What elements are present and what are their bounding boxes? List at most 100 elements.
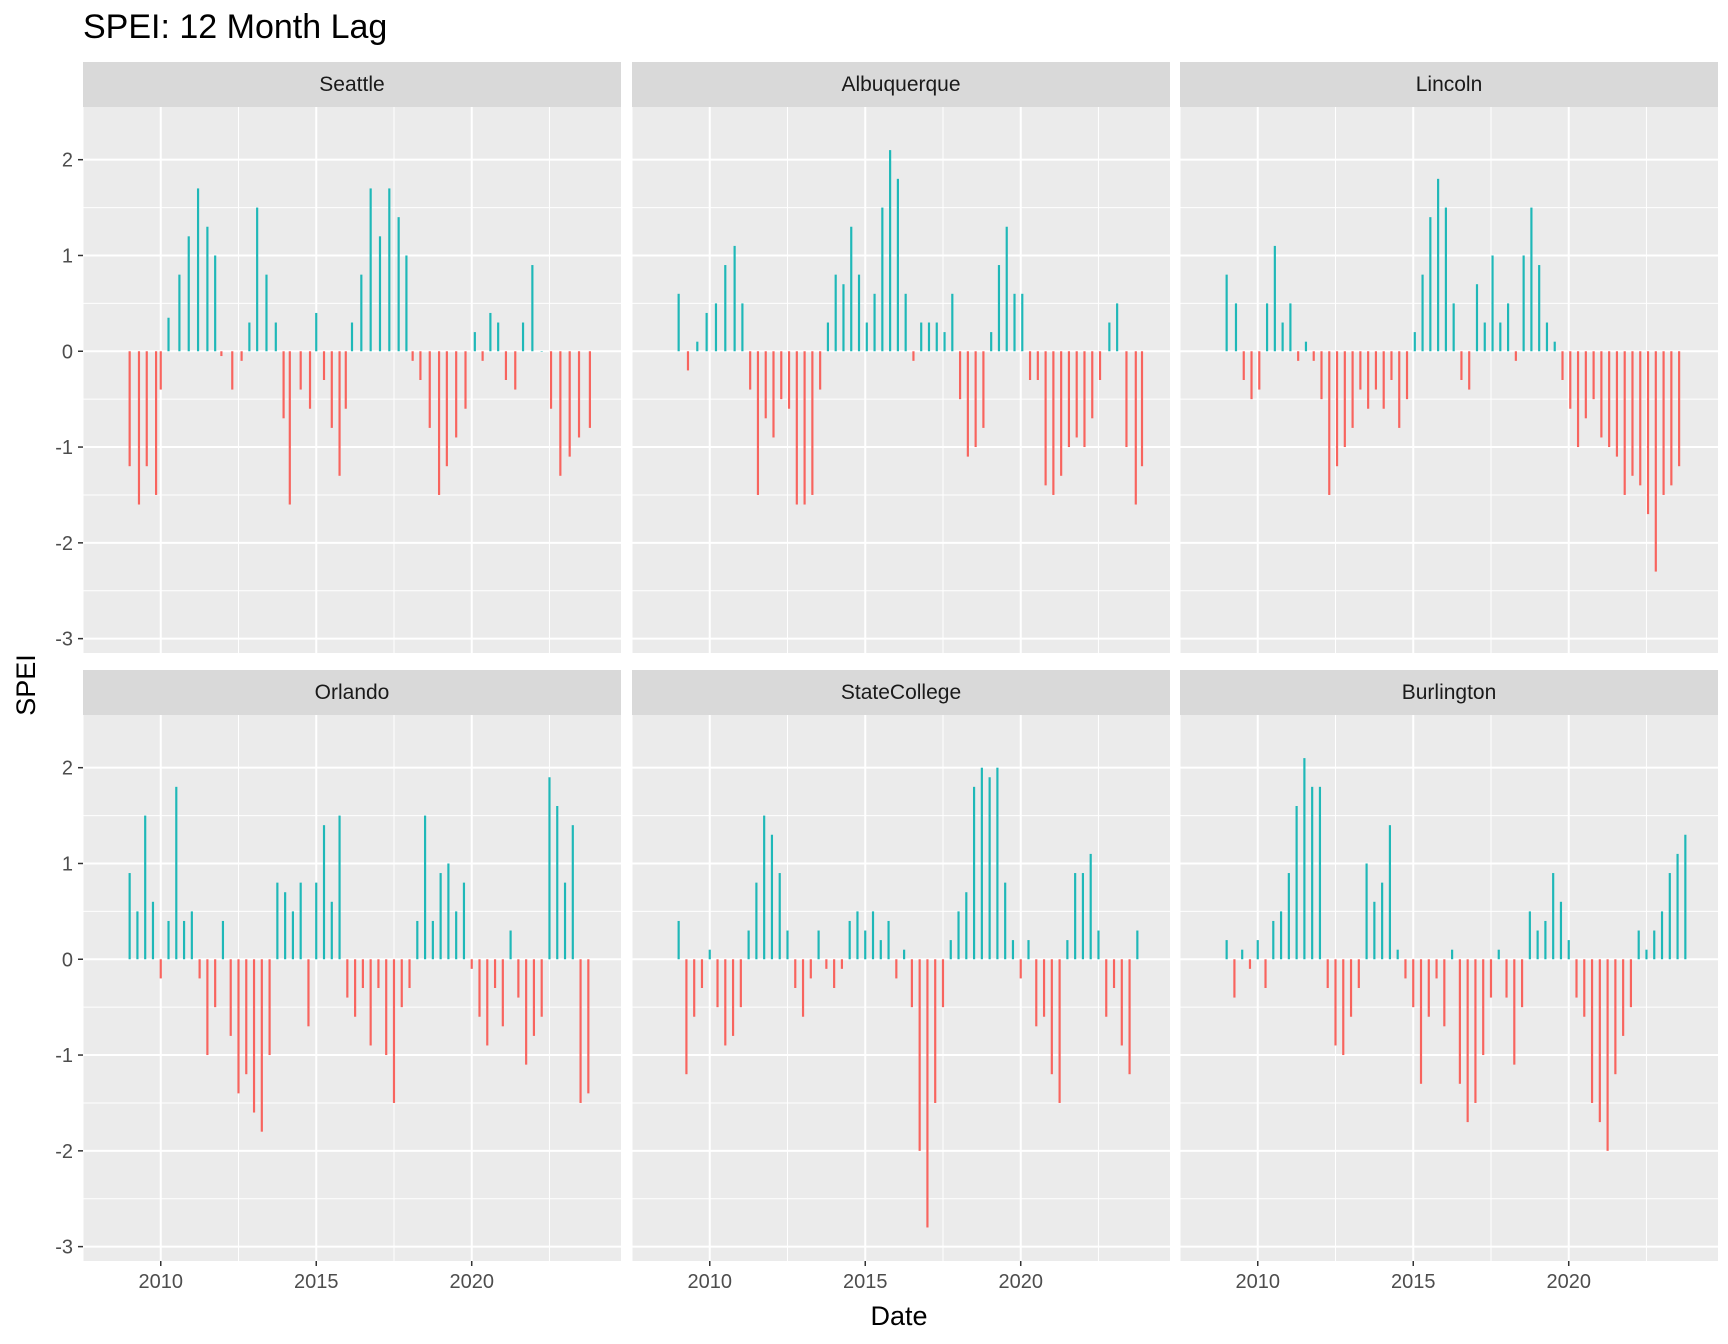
x-tick-label: 2020 xyxy=(449,1271,494,1293)
bar xyxy=(568,351,571,457)
bar xyxy=(1128,959,1131,1075)
x-tick-label: 2020 xyxy=(1546,1271,1591,1293)
bar xyxy=(1312,351,1315,361)
bar xyxy=(221,920,225,960)
bar xyxy=(1083,351,1086,448)
bar xyxy=(1608,351,1611,448)
bar xyxy=(338,815,341,960)
bar xyxy=(1248,959,1252,969)
bar xyxy=(1520,959,1524,1008)
bar xyxy=(1396,949,1399,960)
bar xyxy=(455,911,458,960)
bar xyxy=(178,274,181,352)
bar xyxy=(873,293,876,352)
bar xyxy=(1660,911,1664,960)
bar xyxy=(958,351,962,400)
bar xyxy=(137,351,141,505)
bar xyxy=(439,873,442,960)
bar xyxy=(322,825,326,960)
bar xyxy=(489,312,492,352)
bar xyxy=(198,959,201,979)
bar xyxy=(896,178,899,352)
bar xyxy=(1421,274,1424,352)
bar xyxy=(229,959,232,1036)
bar xyxy=(416,920,419,960)
bar xyxy=(1569,351,1572,409)
bar xyxy=(1460,351,1463,380)
bar xyxy=(724,265,727,352)
bar xyxy=(1654,351,1657,572)
bar xyxy=(957,911,960,960)
bar xyxy=(1112,959,1116,988)
bar xyxy=(445,351,448,467)
bar xyxy=(864,930,867,960)
bar xyxy=(1514,351,1517,361)
bar xyxy=(1678,351,1681,467)
bar xyxy=(1429,217,1432,352)
bar xyxy=(918,959,921,1151)
facet-seattle: Seattle -3 -2 -1 0 1 2 xyxy=(55,62,621,653)
facet-strip-label: Burlington xyxy=(1402,681,1497,704)
bar xyxy=(361,959,364,988)
bar xyxy=(1335,351,1339,467)
bar xyxy=(514,351,517,390)
bar xyxy=(1466,959,1469,1123)
bar xyxy=(330,901,333,960)
bar xyxy=(965,892,968,960)
bar xyxy=(1373,901,1376,960)
bar xyxy=(1089,853,1092,960)
facet-strip xyxy=(1180,62,1718,107)
bar xyxy=(276,882,279,960)
bar xyxy=(887,920,890,960)
bar xyxy=(982,351,985,428)
bar xyxy=(840,959,844,969)
bar xyxy=(904,293,907,352)
bar xyxy=(470,959,473,969)
bar xyxy=(724,959,727,1046)
bar xyxy=(1021,293,1024,352)
bar xyxy=(1592,351,1595,400)
bar xyxy=(1343,351,1346,448)
bar xyxy=(1050,959,1053,1075)
bar xyxy=(531,265,534,352)
bar xyxy=(260,959,263,1132)
bar xyxy=(1452,303,1455,352)
bar xyxy=(693,959,696,1017)
bar xyxy=(1499,322,1502,352)
bar xyxy=(1225,274,1228,352)
bar xyxy=(677,293,680,352)
bar xyxy=(369,959,372,1046)
bar xyxy=(1538,265,1541,352)
bar xyxy=(437,351,441,495)
bar xyxy=(1125,351,1128,448)
bar xyxy=(1497,949,1500,960)
bar xyxy=(1483,322,1486,352)
facet-strip-label: Orlando xyxy=(315,681,390,704)
bar xyxy=(708,949,711,960)
bar xyxy=(739,959,742,1008)
bar xyxy=(1374,351,1378,390)
bar xyxy=(549,351,553,409)
bar xyxy=(587,959,590,1094)
bar xyxy=(1522,255,1525,352)
bar xyxy=(1553,341,1556,352)
bar xyxy=(1405,351,1409,400)
bar xyxy=(677,920,680,960)
bar xyxy=(856,911,859,960)
bar xyxy=(826,322,830,352)
bar xyxy=(1074,873,1077,960)
bar xyxy=(423,815,427,960)
facet-strip xyxy=(1180,670,1718,715)
bar xyxy=(1013,293,1016,352)
bar xyxy=(1075,351,1078,438)
bar xyxy=(408,959,411,988)
bar xyxy=(809,959,812,979)
bar xyxy=(819,351,822,390)
bar xyxy=(996,767,999,960)
panel-background xyxy=(1180,107,1718,653)
bar xyxy=(509,930,512,960)
bar xyxy=(1058,959,1061,1103)
bar xyxy=(517,959,520,998)
panel-background xyxy=(83,107,621,653)
